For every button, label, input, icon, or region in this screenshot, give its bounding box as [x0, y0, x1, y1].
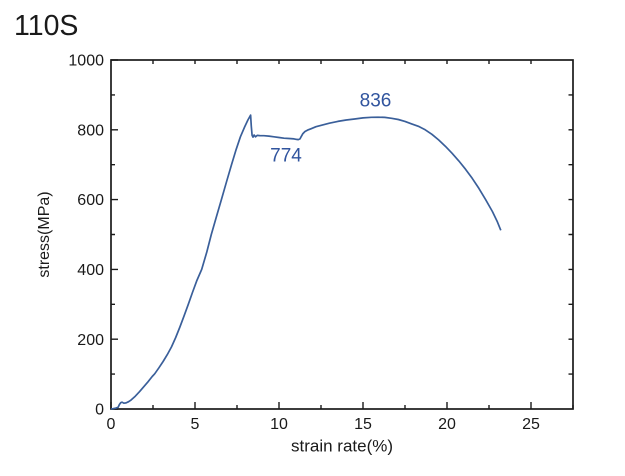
svg-text:774: 774: [270, 146, 302, 167]
svg-text:1000: 1000: [68, 53, 104, 70]
svg-text:10: 10: [270, 416, 288, 433]
svg-text:110S: 110S: [14, 10, 78, 42]
svg-text:strain rate(%): strain rate(%): [291, 437, 393, 456]
svg-text:25: 25: [522, 416, 540, 433]
svg-text:5: 5: [191, 416, 200, 433]
svg-text:0: 0: [95, 402, 104, 419]
svg-text:200: 200: [77, 332, 104, 349]
svg-text:600: 600: [77, 192, 104, 209]
svg-text:20: 20: [438, 416, 456, 433]
svg-text:stress(MPa): stress(MPa): [36, 191, 53, 277]
svg-text:800: 800: [77, 122, 104, 139]
svg-text:15: 15: [354, 416, 372, 433]
svg-text:836: 836: [360, 91, 392, 112]
svg-text:0: 0: [107, 416, 116, 433]
svg-text:400: 400: [77, 262, 104, 279]
